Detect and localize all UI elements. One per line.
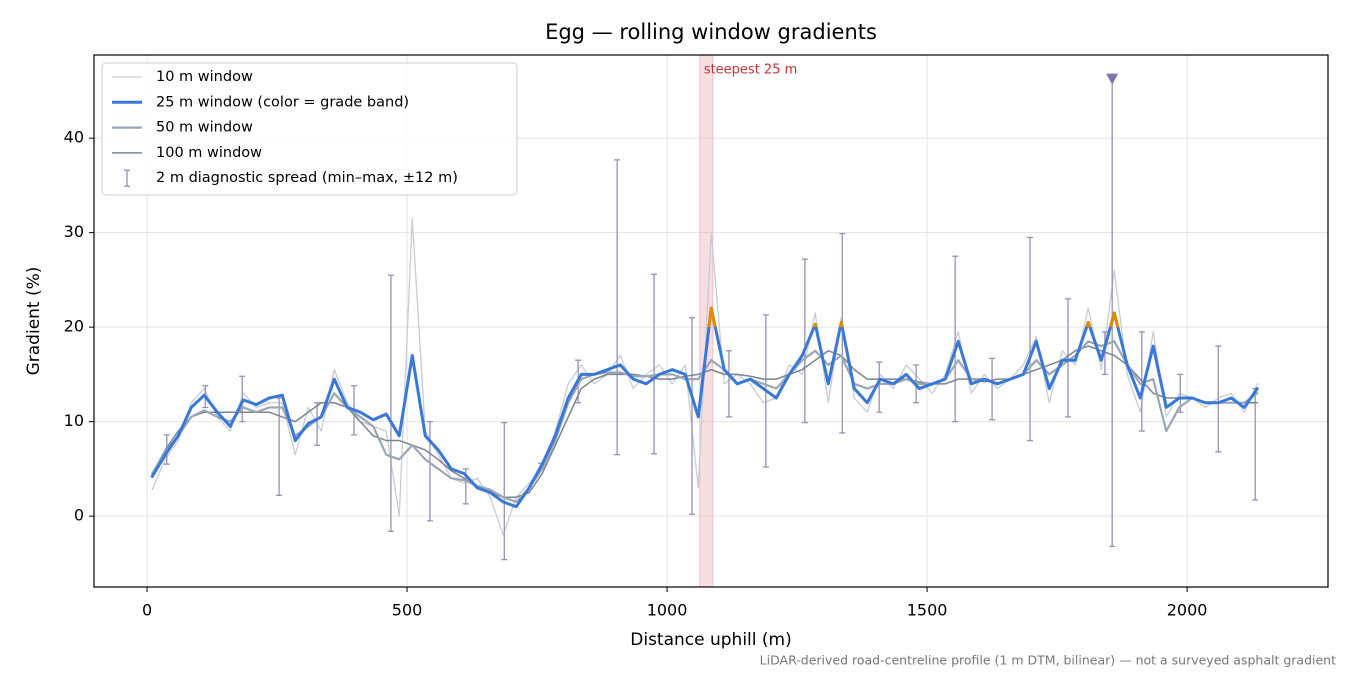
error-bar xyxy=(614,159,621,456)
error-bar xyxy=(725,350,732,418)
error-bar xyxy=(276,397,283,496)
y-tick-label: 10 xyxy=(64,411,84,430)
legend-label: 25 m window (color = grade band) xyxy=(156,94,409,110)
error-bar xyxy=(1215,345,1222,453)
legend-label: 2 m diagnostic spread (min–max, ±12 m) xyxy=(156,170,458,186)
x-tick-label: 1000 xyxy=(647,601,688,620)
error-bar xyxy=(689,317,696,515)
y-axis-label: Gradient (%) xyxy=(24,267,44,376)
legend-label: 10 m window xyxy=(156,69,253,85)
error-bar xyxy=(1027,236,1034,442)
x-tick-label: 500 xyxy=(392,601,423,620)
error-bar xyxy=(1252,387,1259,501)
error-bar xyxy=(989,357,996,421)
peak-marker xyxy=(1106,73,1119,85)
error-bar xyxy=(651,273,658,455)
error-bar xyxy=(426,420,433,522)
y-tick-label: 30 xyxy=(64,222,84,241)
y-tick-label: 40 xyxy=(64,128,84,147)
error-bar xyxy=(876,361,883,413)
error-bar xyxy=(501,421,508,561)
highlight-label: steepest 25 m xyxy=(704,63,797,78)
legend-box xyxy=(101,62,518,196)
x-axis-label: Distance uphill (m) xyxy=(630,630,791,650)
y-tick-label: 20 xyxy=(64,317,84,336)
axes: 0 500 1000 1500 2000 0 10 20 30 40 steepest 25 m xyxy=(64,63,1208,620)
error-bar xyxy=(1064,298,1071,418)
x-tick-label: 1500 xyxy=(907,601,948,620)
error-bar xyxy=(387,274,394,532)
error-bar xyxy=(1101,331,1108,376)
series-line xyxy=(150,306,1259,509)
axes-frame xyxy=(93,54,1329,588)
error-bar xyxy=(801,258,808,424)
plot-area xyxy=(94,55,1328,587)
chart-title: Egg — rolling window gradients xyxy=(545,20,877,44)
y-tick-label: 0 xyxy=(74,506,84,525)
legend-label: 100 m window xyxy=(156,145,262,161)
error-bar xyxy=(314,402,321,446)
legend: 10 m window 25 m window (color = grade ba… xyxy=(101,62,518,196)
legend-label: 50 m window xyxy=(156,120,253,136)
x-tick-label: 0 xyxy=(142,601,152,620)
x-tick-label: 2000 xyxy=(1167,601,1208,620)
footnote: LiDAR-derived road-centreline profile (1… xyxy=(760,653,1336,668)
error-bar xyxy=(952,255,959,423)
